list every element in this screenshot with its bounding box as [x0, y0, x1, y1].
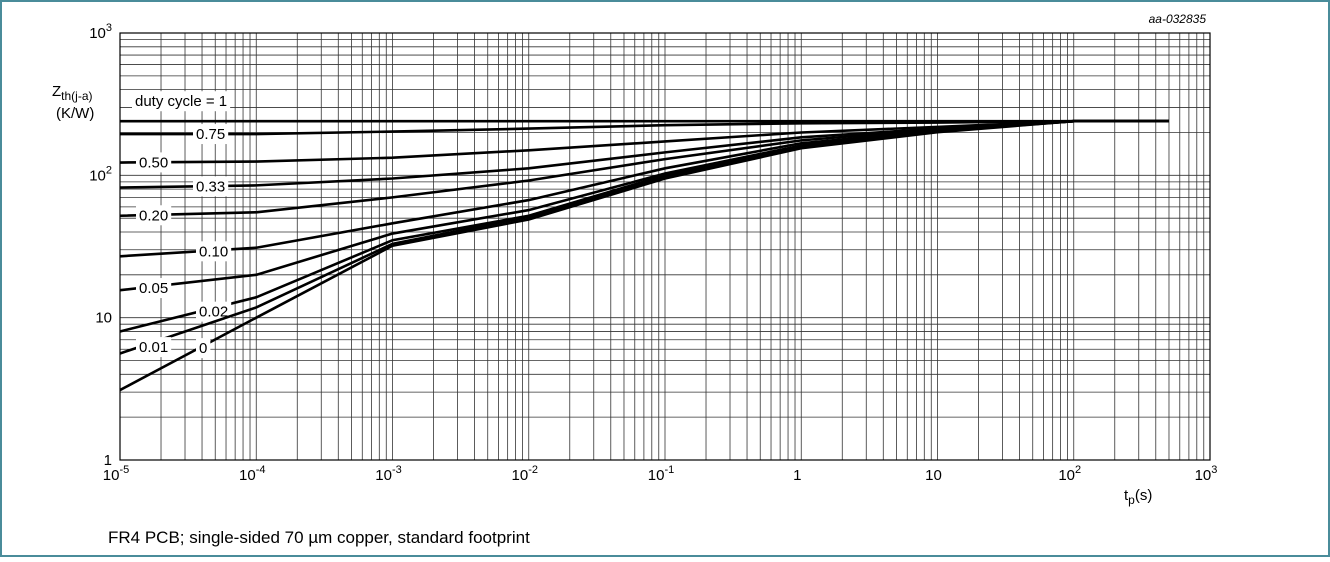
series-label-box — [196, 301, 232, 322]
tick-label-base: 10 — [103, 467, 120, 484]
series-label: 0.75 — [196, 126, 225, 143]
tick-label: 10-5 — [103, 464, 129, 484]
x-label-unit: (s) — [1135, 487, 1153, 504]
tick-label: 102 — [1058, 464, 1081, 484]
tick-label-base: 10 — [89, 25, 106, 42]
series-label-box — [196, 338, 211, 359]
series-line — [119, 119, 1169, 392]
y-label-subscript: th(j-a) — [61, 89, 92, 103]
tick-label: 103 — [89, 22, 112, 42]
series-label-box — [136, 205, 172, 226]
tick-label: 10-4 — [239, 464, 265, 484]
tick-label-exponent: -3 — [392, 464, 402, 476]
x-label-subscript: p — [1128, 493, 1135, 507]
series-label: 0.20 — [139, 207, 168, 224]
series-label: duty cycle = 1 — [135, 93, 227, 110]
y-axis-unit: (K/W) — [56, 105, 94, 122]
series-label-box — [136, 278, 172, 299]
x-axis-label: tp(s) — [1124, 487, 1152, 507]
tick-label-base: 10 — [239, 467, 256, 484]
tick-label: 10 — [925, 467, 942, 484]
y-axis-label: Zth(j-a) — [52, 83, 93, 103]
series-label: 0.05 — [139, 280, 168, 297]
tick-label-base: 10 — [1195, 467, 1212, 484]
tick-label-exponent: -1 — [664, 464, 674, 476]
tick-label-exponent: 2 — [1075, 464, 1081, 476]
series-label-box — [196, 241, 232, 262]
tick-label: 1 — [793, 467, 801, 484]
tick-label-exponent: 2 — [106, 164, 112, 176]
series-label-box — [193, 176, 229, 197]
caption: FR4 PCB; single-sided 70 µm copper, stan… — [108, 528, 530, 547]
series-label-box — [132, 91, 231, 112]
plot-border — [119, 32, 1211, 461]
series-line — [120, 119, 1169, 136]
tick-label-base: 10 — [512, 467, 529, 484]
tick-label-exponent: -2 — [528, 464, 538, 476]
y-label-symbol: Z — [52, 83, 61, 100]
series-label: 0 — [199, 340, 207, 357]
series-label: 0.10 — [199, 243, 228, 260]
series-label: 0.33 — [196, 178, 225, 195]
tick-label-base: 10 — [1058, 467, 1075, 484]
tick-label-base: 10 — [648, 467, 665, 484]
tick-label-base: 10 — [375, 467, 392, 484]
tick-label: 10-1 — [648, 464, 674, 484]
series-label: 0.02 — [199, 304, 228, 321]
annotation: aa-032835 — [1149, 12, 1207, 26]
tick-label-exponent: -4 — [256, 464, 266, 476]
tick-label: 1 — [104, 452, 112, 469]
tick-label: 102 — [89, 164, 112, 184]
series-label-box — [136, 152, 172, 173]
series-label: 0.01 — [139, 339, 168, 356]
tick-label: 10-3 — [375, 464, 401, 484]
x-label-symbol: t — [1124, 487, 1129, 504]
tick-label: 103 — [1195, 464, 1218, 484]
tick-label-exponent: 3 — [106, 22, 112, 34]
series-label-box — [136, 337, 172, 358]
tick-label: 10-2 — [512, 464, 538, 484]
tick-label: 10 — [95, 310, 112, 327]
series-label-box — [193, 124, 229, 145]
tick-label-exponent: 3 — [1211, 464, 1217, 476]
tick-label-base: 10 — [89, 167, 106, 184]
series-label: 0.50 — [139, 154, 168, 171]
tick-label-exponent: -5 — [119, 464, 129, 476]
